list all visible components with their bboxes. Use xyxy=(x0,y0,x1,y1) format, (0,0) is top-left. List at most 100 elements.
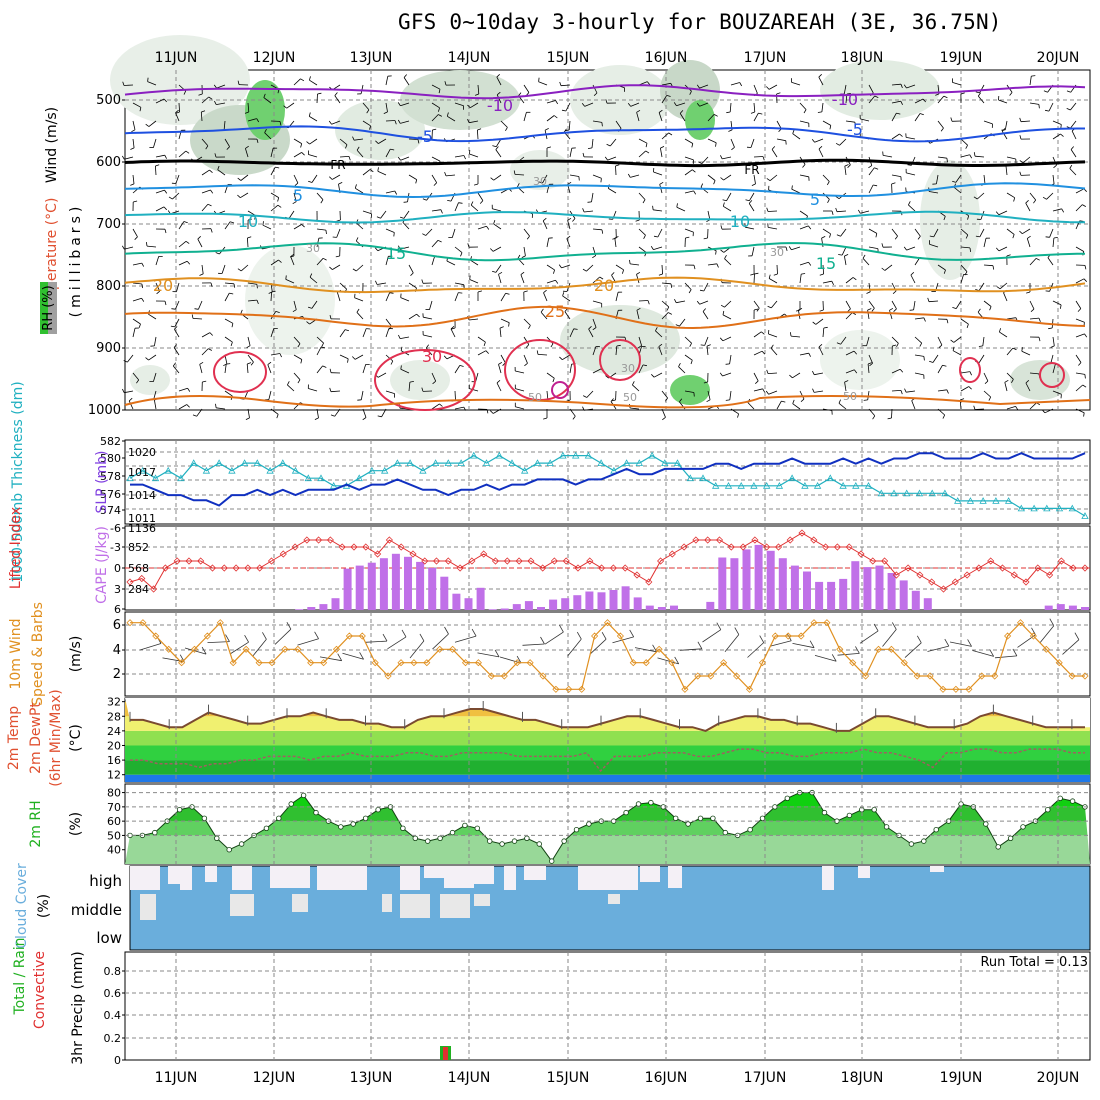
lifted-index-marker xyxy=(326,536,334,544)
wind-barb xyxy=(520,274,525,284)
wind-barb xyxy=(753,156,764,158)
cloud-mid-block xyxy=(608,894,620,904)
wind-barb-flag xyxy=(1011,379,1014,383)
temp2m-label: 2m Temp xyxy=(6,706,22,770)
wind-barb-flag xyxy=(334,92,338,96)
wind-barb xyxy=(224,282,235,285)
wind-barb-flag xyxy=(214,153,217,158)
lifted-index-marker xyxy=(1069,564,1077,572)
wind10-barb-flag xyxy=(576,631,582,640)
wind-barb-flag xyxy=(731,146,735,151)
wind-barb xyxy=(293,336,301,344)
wind10-barb-flag xyxy=(516,655,522,664)
wind-barb xyxy=(400,368,410,374)
wind-barb-flag xyxy=(400,346,403,351)
cloud-high-block xyxy=(524,866,546,880)
wind-barb-flag xyxy=(874,167,879,170)
wind-barb-flag xyxy=(1013,197,1016,202)
wind-barb-flag xyxy=(170,325,175,328)
wind10-marker xyxy=(190,645,199,653)
rh-band xyxy=(125,821,1090,836)
wind-barb xyxy=(914,98,924,104)
wind-barb xyxy=(868,95,876,104)
contour-label: 20 xyxy=(594,276,614,295)
wind-barb-flag xyxy=(267,361,272,365)
lifted-index-marker xyxy=(786,536,794,544)
wind-barb xyxy=(607,156,617,161)
wind-barb-flag xyxy=(344,329,350,332)
wind-barb-flag xyxy=(450,325,455,330)
wind-barb xyxy=(377,170,387,176)
date-label-bottom: 19JUN xyxy=(940,1070,983,1086)
wind-barb-flag xyxy=(173,344,178,348)
wind-barb-flag xyxy=(1048,327,1053,330)
wind-barb xyxy=(496,382,502,392)
wind-barb-flag xyxy=(209,332,213,336)
wind-barb xyxy=(891,336,899,344)
lifted-index-marker xyxy=(715,536,724,544)
wind-barb xyxy=(1070,102,1077,111)
rh2m-marker xyxy=(635,801,642,807)
wind10-barb xyxy=(252,639,267,657)
lifted-index-marker xyxy=(810,536,818,544)
rh2m-marker xyxy=(710,815,716,821)
contour-label: 20 xyxy=(153,276,173,295)
wind-barb xyxy=(423,316,433,320)
wind-barb-flag xyxy=(301,152,305,156)
wind-barb xyxy=(822,174,830,182)
wind-barb-flag xyxy=(199,361,204,365)
wind-barb xyxy=(845,277,854,284)
wind-barb xyxy=(630,174,640,178)
wind10-barb-flag xyxy=(494,649,500,658)
wind-barb-flag xyxy=(923,317,926,322)
cloud-mid-block xyxy=(400,894,430,918)
wind-barb xyxy=(799,261,809,266)
lifted-index-marker xyxy=(468,557,476,565)
wind-barb-flag xyxy=(397,245,401,250)
wind-barb-flag xyxy=(164,229,167,234)
wind-barb xyxy=(155,165,157,176)
wind-barb xyxy=(132,372,140,381)
wind-barb xyxy=(477,84,480,95)
wind-barb xyxy=(722,314,732,320)
wind-barb-flag xyxy=(277,204,282,208)
wind-barb xyxy=(469,153,479,158)
wind-barb-flag xyxy=(362,417,367,421)
wind10-marker xyxy=(1004,632,1012,640)
wind-barb-flag xyxy=(812,370,815,375)
wind-barb-flag xyxy=(336,219,341,222)
wind-barb-flag xyxy=(217,165,220,170)
wind-barb-flag xyxy=(285,275,287,280)
wind-barb-flag xyxy=(415,179,418,184)
wind-barb-flag xyxy=(565,129,570,132)
wind-barb-flag xyxy=(1070,146,1075,150)
wind-barb-flag xyxy=(553,115,558,119)
cloud-high-block xyxy=(668,866,682,888)
wind-barb xyxy=(844,382,847,392)
wind-barb-flag xyxy=(599,276,604,280)
wind-barb-flag xyxy=(493,219,496,225)
lifted-index-marker xyxy=(939,585,948,593)
wind-barb-flag xyxy=(658,109,663,113)
thickness-marker xyxy=(533,459,542,466)
wind10-marker xyxy=(1081,672,1089,680)
rh2m-marker xyxy=(499,841,505,847)
wind-barb xyxy=(630,102,640,107)
wind-barb-flag xyxy=(1041,409,1046,414)
axis-tick-label: 80 xyxy=(107,787,121,800)
wind-barb-flag xyxy=(292,201,297,205)
date-label-top: 13JUN xyxy=(350,50,393,66)
wind-barb xyxy=(999,282,1008,290)
wind-barb xyxy=(822,228,831,235)
lifted-index-marker xyxy=(256,564,264,572)
wind-barb xyxy=(1003,292,1008,302)
wind-barb-flag xyxy=(1019,171,1022,176)
wind-barb xyxy=(495,149,502,158)
wind-barb-flag xyxy=(287,381,290,386)
wind-barb xyxy=(178,404,187,410)
wind-barb-flag xyxy=(647,300,650,305)
rh2m-marker xyxy=(524,835,530,841)
wind-barb xyxy=(1029,102,1039,105)
rh-contour-label: 30 xyxy=(621,362,635,375)
